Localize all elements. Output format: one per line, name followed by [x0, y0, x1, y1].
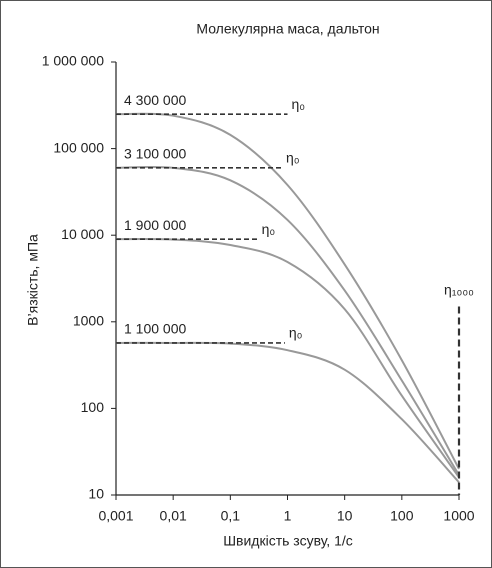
y-tick-label: 1000 — [73, 313, 104, 329]
x-tick-label: 0,01 — [160, 508, 187, 524]
x-tick-label: 0,1 — [221, 508, 241, 524]
series-label: 4 300 000 — [124, 92, 186, 108]
x-axis-label: Швидкість зсуву, 1/с — [223, 533, 353, 549]
viscosity-curve — [115, 112, 460, 470]
chart-title: Молекулярна маса, дальтон — [196, 21, 379, 37]
viscosity-curve — [115, 238, 460, 478]
x-tick-label: 1 — [284, 508, 292, 524]
y-axis-label: В’язкість, мПа — [25, 234, 41, 326]
x-tick-label: 1000 — [443, 508, 474, 524]
eta1000-label: η₁₀₀₀ — [444, 281, 474, 297]
y-tick-label: 100 000 — [53, 139, 104, 155]
plateau-label: η₀ — [289, 325, 303, 341]
viscosity-curve — [115, 341, 460, 484]
y-tick-label: 1 000 000 — [42, 53, 104, 69]
series-label: 3 100 000 — [124, 146, 186, 162]
y-tick-label: 10 000 — [61, 226, 104, 242]
series-label: 1 100 000 — [124, 321, 186, 337]
plateau-label: η₀ — [262, 221, 276, 237]
plateau-label: η₀ — [286, 150, 300, 166]
x-tick-label: 10 — [337, 508, 353, 524]
x-tick-label: 0,001 — [98, 508, 133, 524]
y-tick-label: 10 — [88, 486, 104, 502]
plateau-label: η₀ — [292, 96, 306, 112]
y-tick-label: 100 — [81, 399, 105, 415]
x-tick-label: 100 — [390, 508, 414, 524]
series-label: 1 900 000 — [124, 217, 186, 233]
